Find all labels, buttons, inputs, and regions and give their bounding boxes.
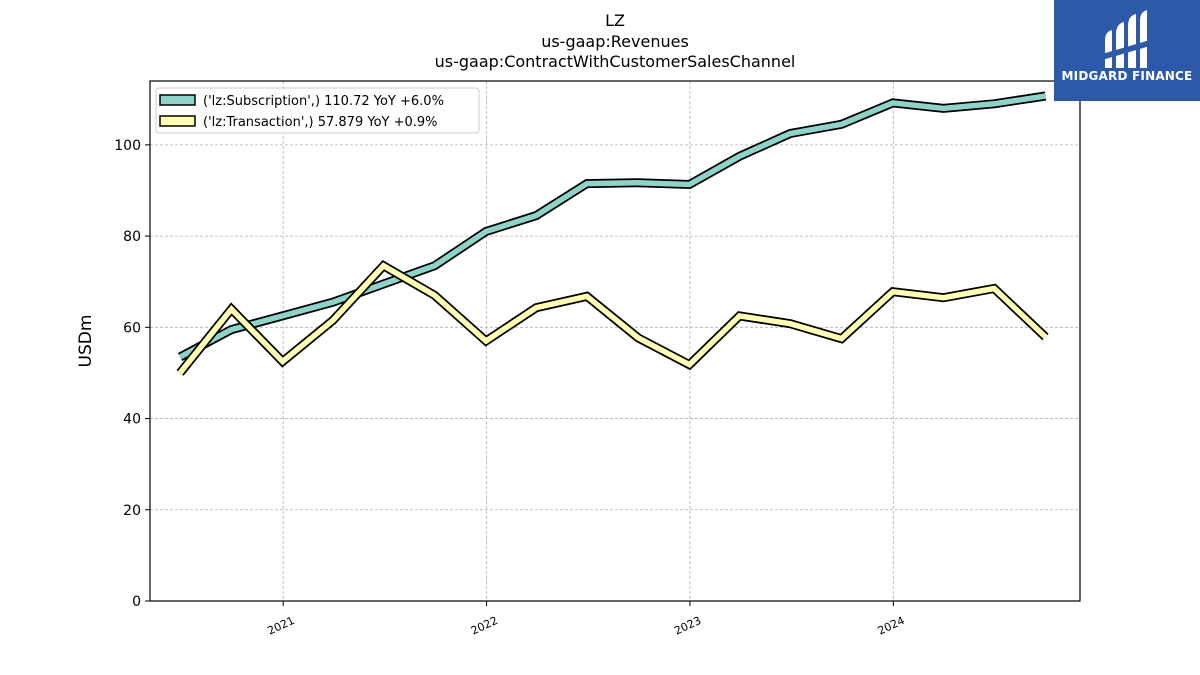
x-tick-label: 2022 <box>469 614 500 638</box>
y-tick-label: 80 <box>123 229 141 245</box>
midgard-logo-icon <box>1102 10 1150 68</box>
x-tick-label: 2024 <box>876 614 907 638</box>
legend-swatch-0 <box>159 94 196 106</box>
y-tick-label: 40 <box>123 412 141 428</box>
brand-name: MIDGARD FINANCE <box>1061 69 1193 83</box>
y-tick-label: 100 <box>114 138 141 154</box>
x-tick-label: 2021 <box>266 614 297 638</box>
chart-title-line-1: LZ <box>605 11 625 30</box>
legend-box <box>155 87 480 134</box>
y-tick-label: 20 <box>123 503 141 519</box>
legend-swatch-1 <box>159 115 196 127</box>
x-tick-label: 2023 <box>672 614 703 638</box>
legend-label-1: ('lz:Transaction',) 57.879 YoY +0.9% <box>203 115 438 130</box>
y-tick-label: 60 <box>123 320 141 336</box>
plot-frame <box>149 80 1081 602</box>
legend-label-0: ('lz:Subscription',) 110.72 YoY +6.0% <box>203 94 444 109</box>
y-tick-label: 0 <box>132 594 141 610</box>
series-line-1 <box>177 262 1048 375</box>
chart-title-line-2: us-gaap:Revenues <box>541 32 689 51</box>
series-line-0 <box>178 93 1046 360</box>
y-axis-label: USDm <box>76 315 96 368</box>
legend: ('lz:Subscription',) 110.72 YoY +6.0% ('l… <box>155 87 480 134</box>
brand-logo: MIDGARD FINANCE <box>1054 0 1200 101</box>
chart-title-line-3: us-gaap:ContractWithCustomerSalesChannel <box>434 52 796 71</box>
